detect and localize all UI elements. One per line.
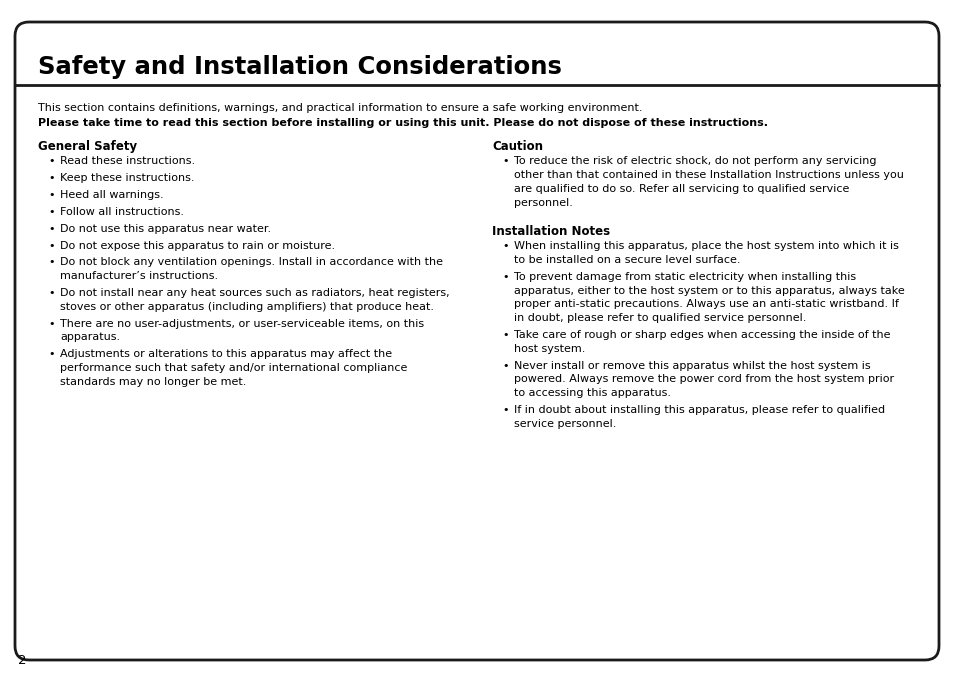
Text: host system.: host system. [514, 344, 585, 354]
Text: Do not install near any heat sources such as radiators, heat registers,: Do not install near any heat sources suc… [60, 288, 449, 298]
Text: service personnel.: service personnel. [514, 418, 616, 429]
Text: Do not expose this apparatus to rain or moisture.: Do not expose this apparatus to rain or … [60, 240, 335, 250]
Text: This section contains definitions, warnings, and practical information to ensure: This section contains definitions, warni… [38, 103, 641, 113]
Text: There are no user-adjustments, or user-serviceable items, on this: There are no user-adjustments, or user-s… [60, 319, 424, 329]
Text: Never install or remove this apparatus whilst the host system is: Never install or remove this apparatus w… [514, 360, 870, 371]
Text: If in doubt about installing this apparatus, please refer to qualified: If in doubt about installing this appara… [514, 405, 884, 415]
Text: Heed all warnings.: Heed all warnings. [60, 190, 164, 200]
Text: Do not use this apparatus near water.: Do not use this apparatus near water. [60, 223, 271, 234]
Text: standards may no longer be met.: standards may no longer be met. [60, 377, 246, 387]
Text: Keep these instructions.: Keep these instructions. [60, 173, 194, 184]
Text: stoves or other apparatus (including amplifiers) that produce heat.: stoves or other apparatus (including amp… [60, 302, 434, 312]
Text: Read these instructions.: Read these instructions. [60, 157, 195, 167]
Text: •: • [501, 360, 508, 371]
Text: powered. Always remove the power cord from the host system prior: powered. Always remove the power cord fr… [514, 375, 893, 384]
Text: performance such that safety and/or international compliance: performance such that safety and/or inte… [60, 363, 407, 373]
Text: manufacturer’s instructions.: manufacturer’s instructions. [60, 271, 218, 281]
Text: proper anti-static precautions. Always use an anti-static wristband. If: proper anti-static precautions. Always u… [514, 300, 898, 309]
Text: Follow all instructions.: Follow all instructions. [60, 207, 184, 217]
Text: Please take time to read this section before installing or using this unit. Plea: Please take time to read this section be… [38, 118, 767, 128]
Text: General Safety: General Safety [38, 140, 137, 153]
Text: in doubt, please refer to qualified service personnel.: in doubt, please refer to qualified serv… [514, 313, 805, 323]
Text: •: • [48, 190, 54, 200]
Text: •: • [48, 173, 54, 184]
Text: apparatus, either to the host system or to this apparatus, always take: apparatus, either to the host system or … [514, 286, 903, 296]
Text: •: • [48, 257, 54, 267]
Text: •: • [48, 240, 54, 250]
Text: •: • [501, 241, 508, 251]
Text: •: • [48, 349, 54, 359]
Text: 2: 2 [18, 654, 27, 667]
Text: to accessing this apparatus.: to accessing this apparatus. [514, 388, 670, 398]
Text: To reduce the risk of electric shock, do not perform any servicing: To reduce the risk of electric shock, do… [514, 157, 876, 167]
Text: apparatus.: apparatus. [60, 332, 120, 342]
Text: Safety and Installation Considerations: Safety and Installation Considerations [38, 55, 561, 79]
Text: •: • [48, 319, 54, 329]
Text: •: • [501, 272, 508, 281]
Text: •: • [501, 405, 508, 415]
Text: to be installed on a secure level surface.: to be installed on a secure level surfac… [514, 255, 740, 265]
Text: Take care of rough or sharp edges when accessing the inside of the: Take care of rough or sharp edges when a… [514, 330, 889, 340]
Text: Do not block any ventilation openings. Install in accordance with the: Do not block any ventilation openings. I… [60, 257, 442, 267]
Text: •: • [48, 288, 54, 298]
Text: personnel.: personnel. [514, 198, 572, 208]
Text: To prevent damage from static electricity when installing this: To prevent damage from static electricit… [514, 272, 855, 281]
Text: •: • [48, 223, 54, 234]
Text: other than that contained in these Installation Instructions unless you: other than that contained in these Insta… [514, 170, 902, 180]
Text: Adjustments or alterations to this apparatus may affect the: Adjustments or alterations to this appar… [60, 349, 392, 359]
Text: When installing this apparatus, place the host system into which it is: When installing this apparatus, place th… [514, 241, 898, 251]
Text: Installation Notes: Installation Notes [492, 225, 610, 238]
Text: •: • [48, 157, 54, 167]
Text: are qualified to do so. Refer all servicing to qualified service: are qualified to do so. Refer all servic… [514, 184, 848, 194]
FancyBboxPatch shape [15, 22, 938, 660]
Text: •: • [501, 157, 508, 167]
Text: Caution: Caution [492, 140, 542, 153]
Text: •: • [48, 207, 54, 217]
Text: •: • [501, 330, 508, 340]
